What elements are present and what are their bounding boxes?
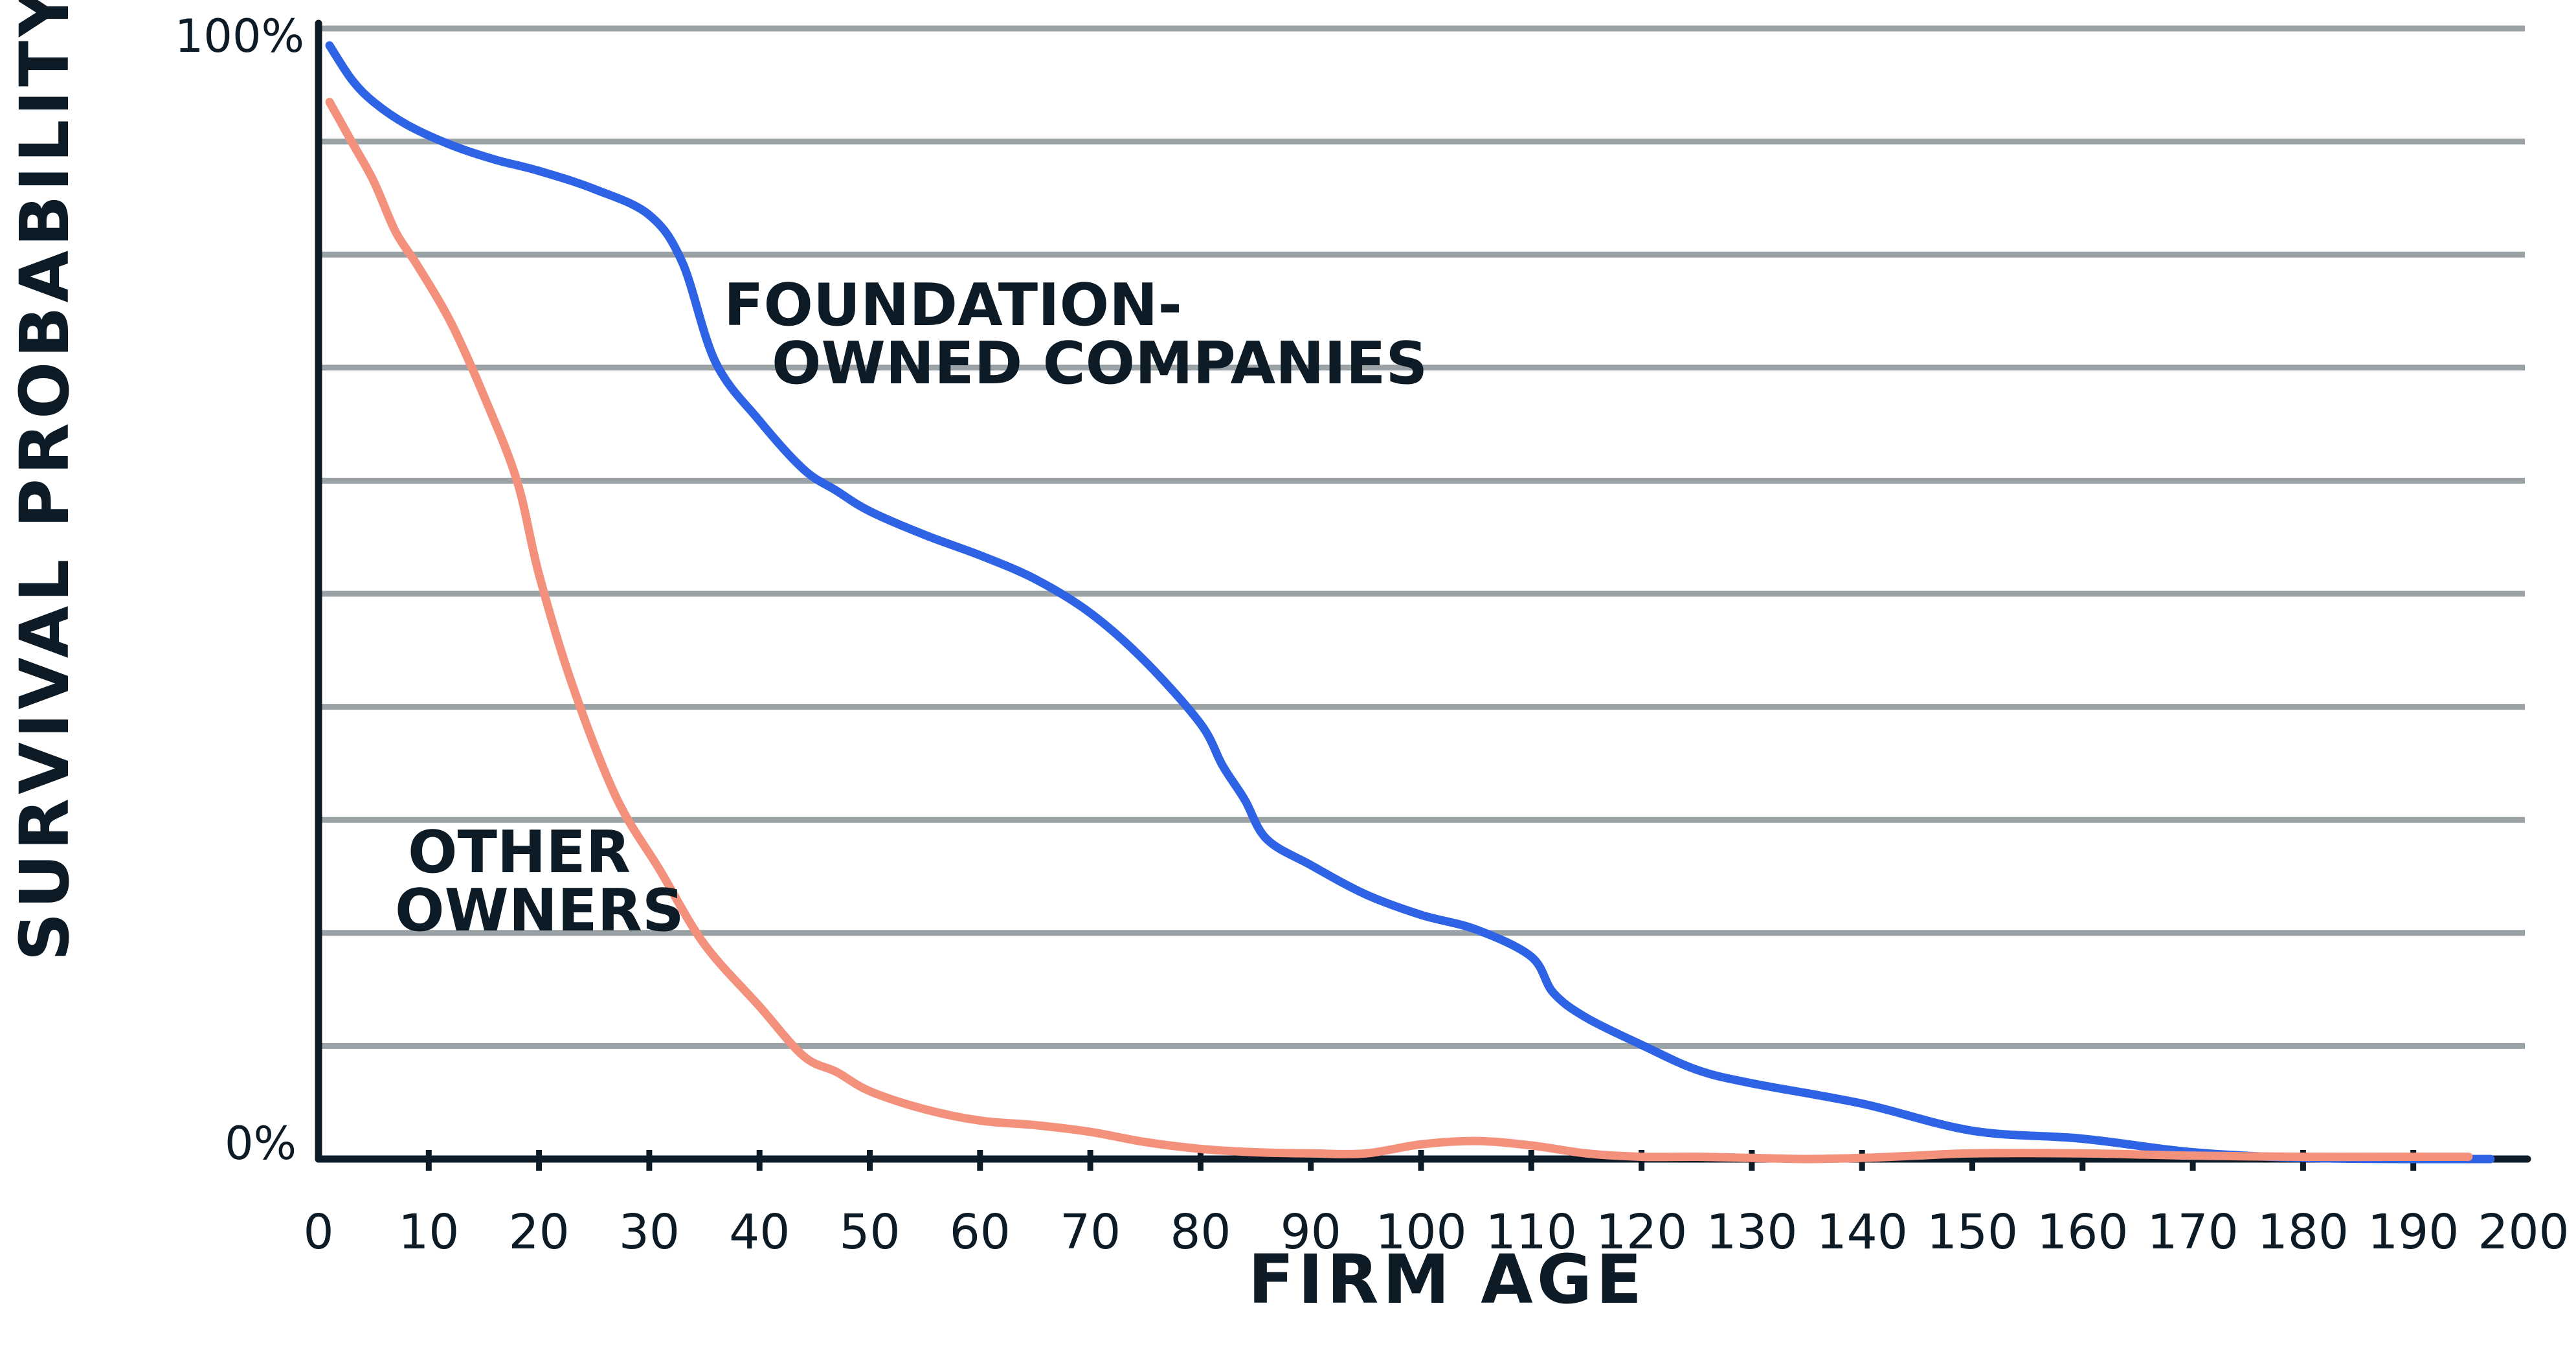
y-max-label: 100%: [175, 10, 304, 63]
x-tick-label: 100: [1375, 1204, 1466, 1260]
series-line-foundation: [325, 41, 2495, 1164]
x-tick-label: 0: [303, 1204, 333, 1260]
y-min-label: 0%: [225, 1117, 297, 1170]
x-tick-label: 120: [1596, 1204, 1687, 1260]
x-tick-label: 190: [2368, 1204, 2459, 1260]
series-lines: [325, 41, 2495, 1164]
foundation-annotation-line-2: OWNED COMPANIES: [772, 330, 1428, 398]
series-line-other: [325, 98, 2473, 1164]
x-tick-label: 50: [839, 1204, 900, 1260]
x-tick-label: 160: [2037, 1204, 2128, 1260]
x-tick-label: 110: [1486, 1204, 1577, 1260]
gridlines: [319, 25, 2525, 1049]
x-tick-label: 60: [950, 1204, 1011, 1260]
other-owners-annotation-line-2: OWNERS: [395, 877, 684, 945]
x-tick-label: 40: [729, 1204, 790, 1260]
x-tick-label: 90: [1281, 1204, 1341, 1260]
other-owners-annotation-line-1: OTHER: [408, 818, 631, 886]
x-tick-label: 20: [509, 1204, 570, 1260]
x-tick-label: 170: [2147, 1204, 2238, 1260]
y-axis-title: SURVIVAL PROBABILITY: [5, 0, 84, 961]
x-tick-label: 70: [1060, 1204, 1121, 1260]
x-tick-label: 180: [2257, 1204, 2349, 1260]
x-tick-label: 80: [1170, 1204, 1231, 1260]
foundation-annotation-line-1: FOUNDATION-: [724, 271, 1182, 339]
x-axis-title: FIRM AGE: [1248, 1240, 1646, 1319]
x-tick-label: 200: [2478, 1204, 2569, 1260]
x-tick-label: 140: [1817, 1204, 1908, 1260]
x-tick-label: 10: [398, 1204, 459, 1260]
x-tick-label: 150: [1927, 1204, 2018, 1260]
x-tick-label: 30: [619, 1204, 680, 1260]
x-tick-label: 130: [1706, 1204, 1797, 1260]
x-axis-ticks: 0 10 20 30 40 50 60 70 80 90 100 110 120 130 140 150 160…: [303, 1150, 2570, 1260]
